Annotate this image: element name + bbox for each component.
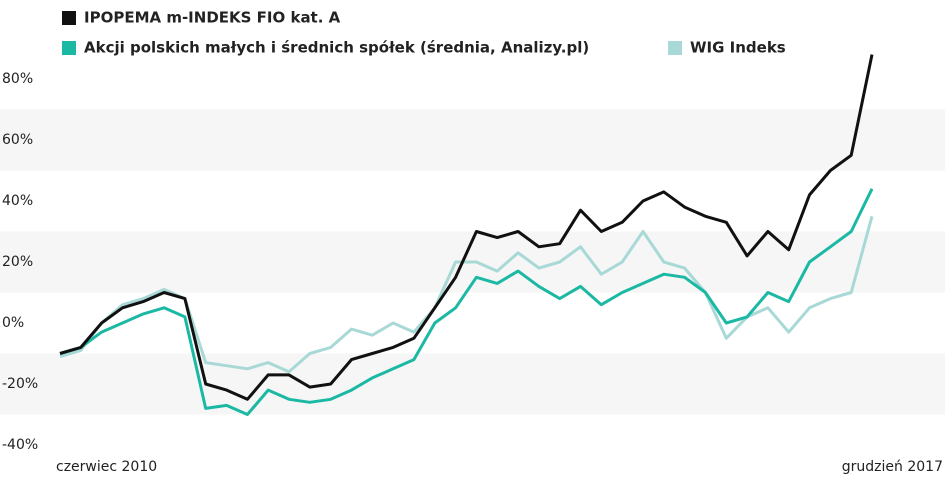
legend-label: IPOPEMA m-INDEKS FIO kat. A xyxy=(84,9,341,27)
y-tick-label: 60% xyxy=(2,132,33,148)
grid-band xyxy=(0,109,945,171)
legend-item: WIG Indeks xyxy=(668,39,786,57)
y-tick-label: 20% xyxy=(2,254,33,270)
series-line xyxy=(59,54,874,401)
legend-swatch xyxy=(668,41,682,55)
series-line xyxy=(59,188,874,416)
y-tick-label: -40% xyxy=(2,437,38,453)
y-tick-label: 40% xyxy=(2,193,33,209)
x-tick-label: grudzień 2017 xyxy=(842,459,943,475)
y-tick-label: 80% xyxy=(2,71,33,87)
x-tick-label: czerwiec 2010 xyxy=(56,459,157,475)
y-tick-label: 0% xyxy=(2,315,24,331)
legend-label: WIG Indeks xyxy=(690,39,786,57)
legend-item: IPOPEMA m-INDEKS FIO kat. A xyxy=(62,9,341,27)
y-tick-label: -20% xyxy=(2,376,38,392)
legend-label: Akcji polskich małych i średnich spółek … xyxy=(84,39,589,57)
series-line xyxy=(59,215,874,374)
legend-swatch xyxy=(62,41,76,55)
legend-swatch xyxy=(62,11,76,25)
legend-item: Akcji polskich małych i średnich spółek … xyxy=(62,39,589,57)
grid-band xyxy=(0,353,945,415)
